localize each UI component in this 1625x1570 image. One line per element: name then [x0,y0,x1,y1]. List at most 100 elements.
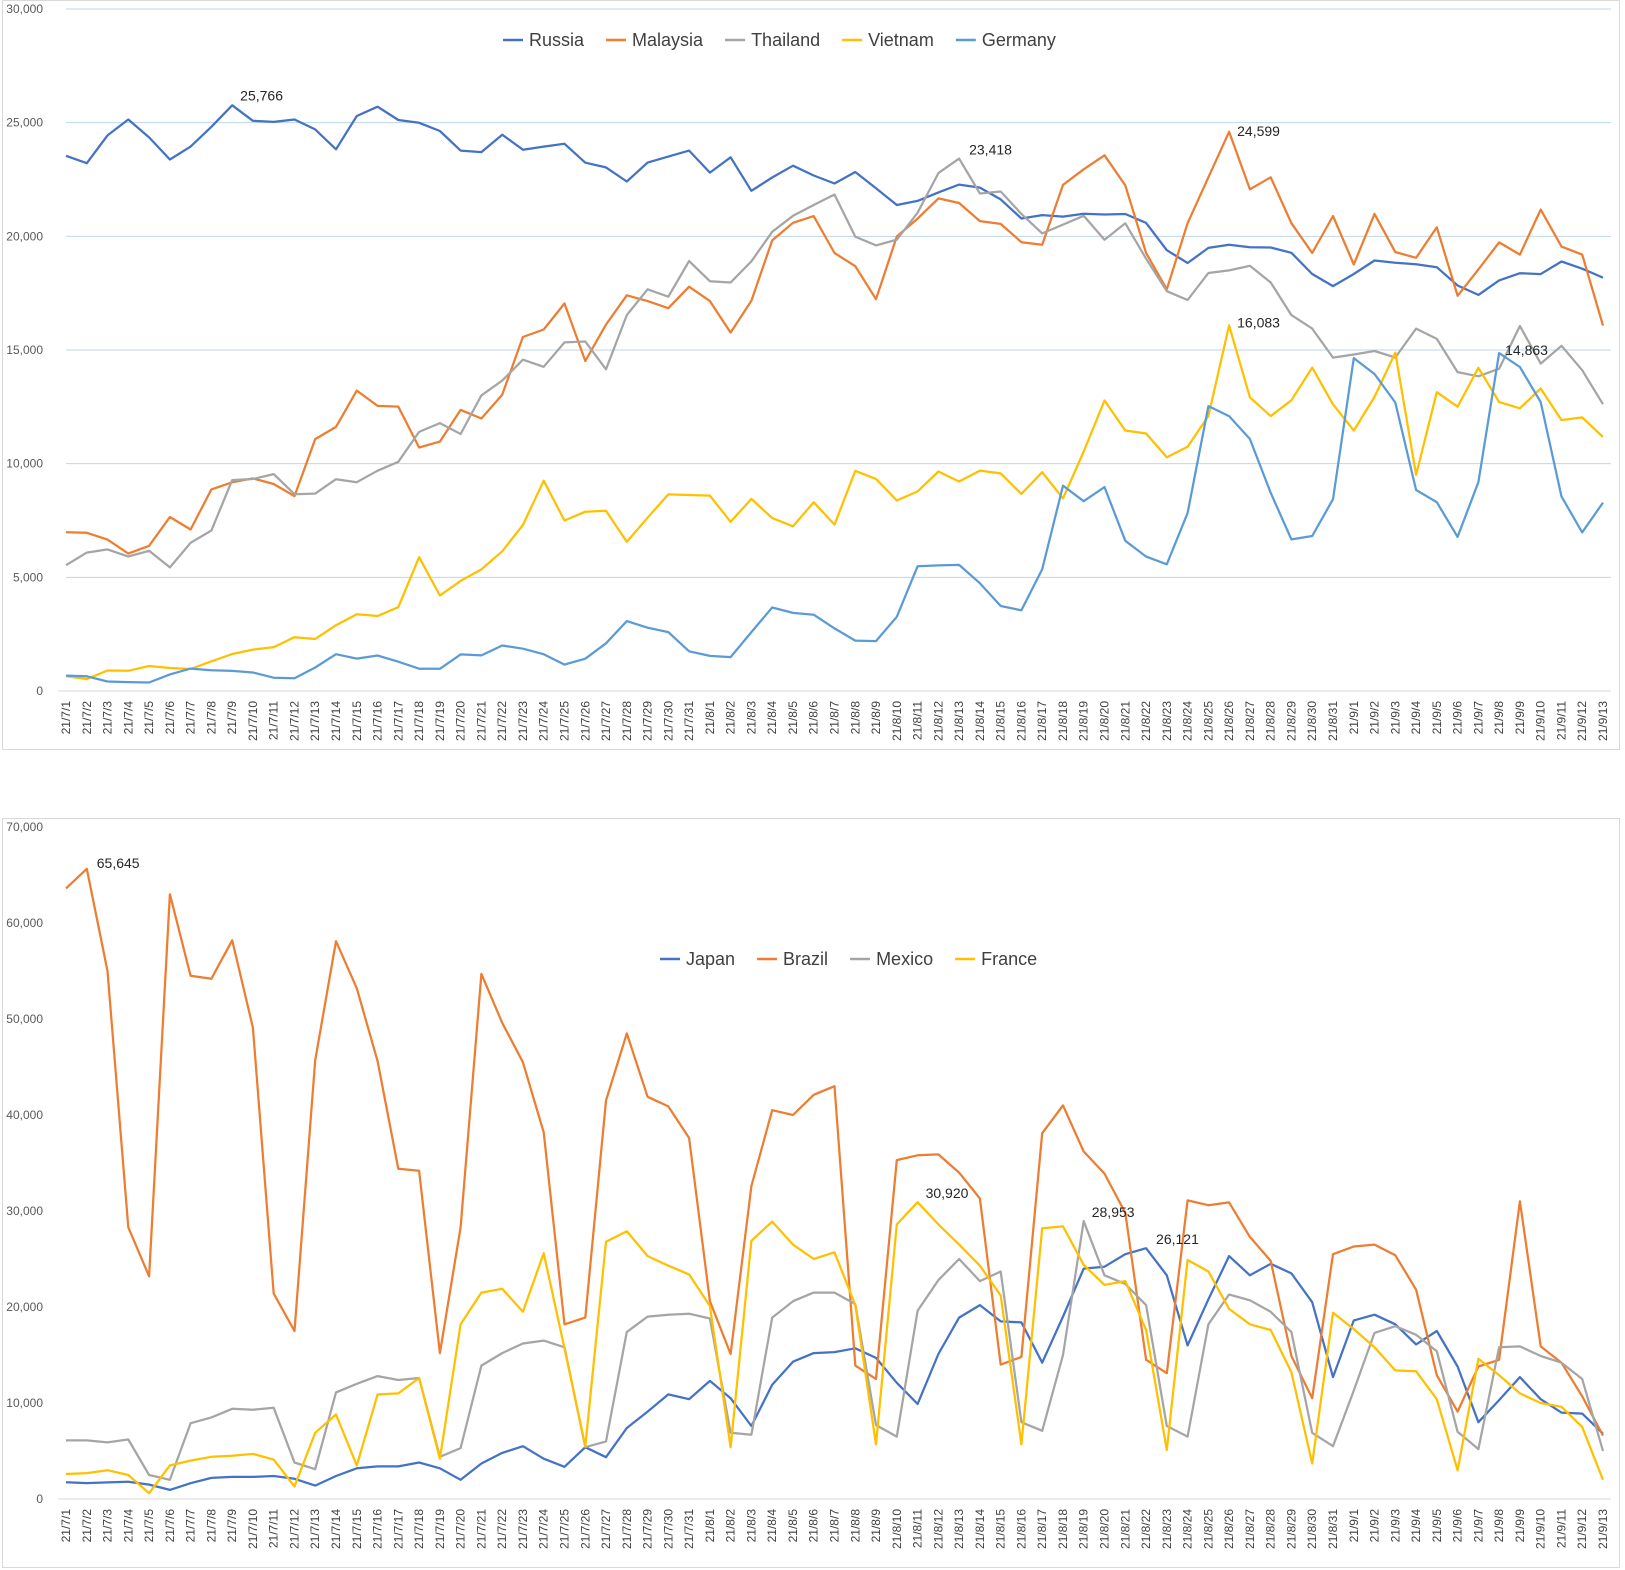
x-tick-label: 21/7/6 [163,1509,177,1543]
data-label: 24,599 [1237,123,1280,139]
x-tick-label: 21/8/2 [724,1509,738,1543]
x-tick-label: 21/7/1 [59,1509,73,1543]
x-tick-label: 21/8/23 [1160,1509,1174,1549]
x-tick-label: 21/9/6 [1451,701,1465,735]
x-tick-label: 21/7/18 [412,701,426,741]
x-tick-label: 21/7/20 [454,701,468,741]
x-tick-label: 21/7/4 [121,701,135,735]
x-tick-label: 21/7/8 [204,701,218,735]
y-tick-label: 0 [36,1492,43,1506]
x-tick-label: 21/8/31 [1326,1509,1340,1549]
x-tick-label: 21/9/11 [1554,1509,1568,1548]
x-tick-label: 21/8/8 [848,701,862,735]
x-tick-label: 21/9/8 [1492,1509,1506,1543]
x-tick-label: 21/8/25 [1201,1509,1215,1549]
x-tick-label: 21/9/12 [1575,1509,1589,1549]
x-tick-label: 21/9/4 [1409,701,1423,735]
x-tick-label: 21/7/17 [391,1509,405,1549]
legend-label-malaysia: Malaysia [632,30,704,50]
y-tick-label: 20,000 [6,1300,43,1314]
y-tick-label: 60,000 [6,916,43,930]
x-tick-label: 21/8/14 [973,701,987,741]
x-tick-label: 21/8/30 [1305,1509,1319,1549]
x-tick-label: 21/7/24 [537,1509,551,1549]
x-tick-label: 21/7/19 [433,701,447,741]
x-tick-label: 21/9/10 [1534,1509,1548,1549]
x-tick-label: 21/8/19 [1077,701,1091,741]
x-tick-label: 21/7/16 [371,701,385,741]
x-tick-label: 21/8/22 [1139,701,1153,741]
x-tick-label: 21/7/21 [474,1509,488,1549]
y-tick-label: 10,000 [6,1396,43,1410]
x-tick-label: 21/8/10 [890,701,904,741]
x-tick-label: 21/7/5 [142,701,156,735]
data-label: 30,920 [926,1185,969,1201]
x-tick-label: 21/8/25 [1201,701,1215,741]
x-tick-label: 21/8/4 [765,701,779,735]
x-tick-label: 21/8/21 [1118,1509,1132,1549]
x-tick-label: 21/8/1 [703,701,717,735]
x-tick-label: 21/7/4 [121,1509,135,1543]
x-tick-label: 21/7/25 [557,1509,571,1549]
x-tick-label: 21/8/18 [1056,701,1070,741]
series-line-malaysia [65,130,1605,555]
x-tick-label: 21/9/6 [1451,1509,1465,1543]
x-tick-label: 21/7/15 [350,701,364,741]
data-label: 14,863 [1505,342,1548,358]
x-tick-label: 21/9/4 [1409,1509,1423,1543]
x-tick-label: 21/8/7 [828,1509,842,1543]
series-line-brazil [65,867,1604,1437]
y-tick-label: 30,000 [6,1204,43,1218]
x-tick-label: 21/9/1 [1347,701,1361,735]
series-line-germany [65,351,1604,684]
x-tick-label: 21/7/14 [329,701,343,741]
x-tick-label: 21/8/24 [1181,701,1195,741]
x-tick-label: 21/7/25 [557,701,571,741]
legend-label-mexico: Mexico [876,949,933,969]
legend-label-germany: Germany [982,30,1056,50]
x-tick-label: 21/8/6 [807,1509,821,1543]
x-tick-label: 21/8/23 [1160,701,1174,741]
x-tick-label: 21/7/11 [267,1509,281,1548]
x-tick-label: 21/8/30 [1305,701,1319,741]
x-tick-label: 21/8/20 [1098,1509,1112,1549]
x-tick-label: 21/7/9 [225,1509,239,1543]
x-tick-label: 21/7/3 [101,701,115,735]
x-tick-label: 21/7/23 [516,1509,530,1549]
x-tick-label: 21/7/27 [599,701,613,741]
x-tick-label: 21/8/27 [1243,701,1257,741]
x-tick-label: 21/7/22 [495,701,509,741]
x-tick-label: 21/8/29 [1284,1509,1298,1549]
x-tick-label: 21/7/16 [371,1509,385,1549]
legend-label-thailand: Thailand [751,30,820,50]
y-tick-label: 10,000 [6,457,43,471]
x-tick-label: 21/8/4 [765,1509,779,1543]
x-tick-label: 21/7/30 [661,1509,675,1549]
data-label: 23,418 [969,142,1012,158]
x-tick-label: 21/7/24 [537,701,551,741]
x-tick-label: 21/7/30 [661,701,675,741]
x-tick-label: 21/9/3 [1388,1509,1402,1543]
x-tick-label: 21/8/15 [994,701,1008,741]
x-tick-label: 21/8/21 [1118,701,1132,741]
series-line-thailand [65,157,1604,569]
x-tick-label: 21/8/11 [911,701,925,740]
x-tick-label: 21/8/26 [1222,1509,1236,1549]
series-line-vietnam [65,324,1604,681]
x-tick-label: 21/7/27 [599,1509,613,1549]
x-tick-label: 21/8/19 [1077,1509,1091,1549]
x-tick-label: 21/7/13 [308,1509,322,1549]
x-tick-label: 21/7/20 [454,1509,468,1549]
x-tick-label: 21/8/7 [828,701,842,735]
x-tick-label: 21/7/29 [641,701,655,741]
x-tick-label: 21/7/23 [516,701,530,741]
x-tick-label: 21/8/12 [931,701,945,741]
legend: Russia Malaysia Thailand Vietnam Germany [503,30,1056,50]
x-tick-label: 21/9/9 [1513,701,1527,735]
x-tick-label: 21/8/26 [1222,701,1236,741]
y-tick-label: 20,000 [6,229,43,243]
x-tick-label: 21/7/8 [204,1509,218,1543]
x-tick-label: 21/7/28 [620,1509,634,1549]
x-tick-label: 21/9/9 [1513,1509,1527,1543]
data-label: 26,121 [1156,1231,1199,1247]
